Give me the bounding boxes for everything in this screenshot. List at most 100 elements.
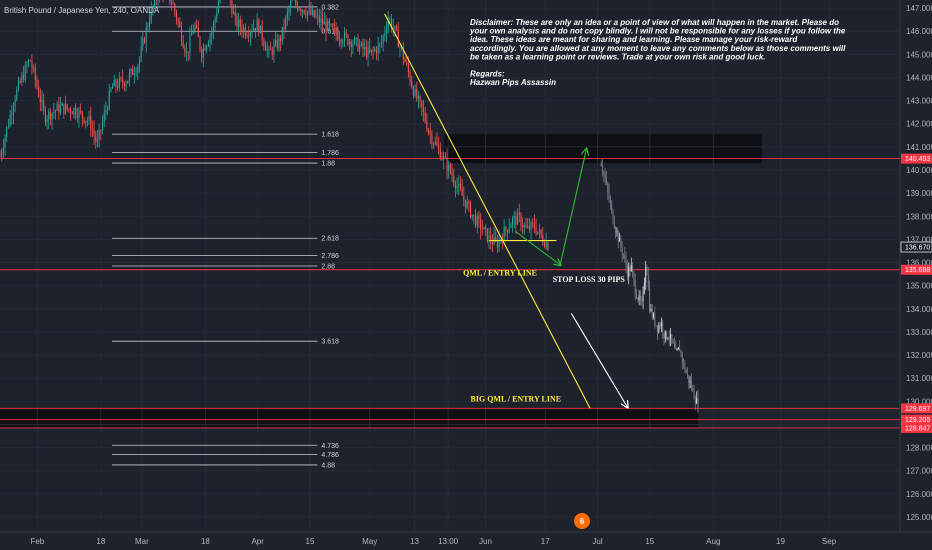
candle-up xyxy=(214,18,216,24)
candle-up xyxy=(619,238,621,242)
price-tag-box xyxy=(900,241,932,253)
candle-down xyxy=(518,212,520,215)
candle-down xyxy=(201,49,203,58)
candle-up xyxy=(642,292,644,302)
candle-down xyxy=(412,87,414,96)
candle-up xyxy=(133,73,135,75)
candle-down xyxy=(655,324,657,326)
disclaimer-line: your own analysis and do not copy blindl… xyxy=(469,27,846,36)
candle-up xyxy=(352,43,354,48)
candle-down xyxy=(427,129,430,133)
disclaimer-line: be taken as a learning point or reviews.… xyxy=(470,52,765,61)
candle-down xyxy=(697,398,699,411)
candle-down xyxy=(411,81,413,88)
candle-down xyxy=(93,130,95,136)
candle-down xyxy=(620,238,622,248)
candle-up xyxy=(434,141,436,144)
candle-down xyxy=(468,201,470,203)
candle-up xyxy=(510,224,512,228)
candle-down xyxy=(43,100,45,110)
candle-up xyxy=(1,152,3,157)
candle-up xyxy=(256,19,258,31)
candle-down xyxy=(603,171,605,175)
candle-up xyxy=(471,214,473,218)
candle-up xyxy=(374,49,376,51)
candle-up xyxy=(251,31,253,33)
candle-up xyxy=(152,6,154,9)
y-tick-label: 125.000 xyxy=(906,513,932,522)
candle-down xyxy=(505,227,507,231)
arrow-line[interactable] xyxy=(559,149,586,265)
candle-down xyxy=(659,325,661,327)
candle-down xyxy=(143,38,146,43)
candle-down xyxy=(239,19,241,28)
candle-up xyxy=(266,49,268,51)
y-tick-label: 128.000 xyxy=(906,444,932,453)
candle-down xyxy=(117,86,119,88)
trend-line[interactable] xyxy=(384,13,591,409)
candle-up xyxy=(110,88,112,91)
arrow-line[interactable] xyxy=(515,230,560,265)
fib-label: 4.736 xyxy=(321,443,339,450)
candle-down xyxy=(271,50,273,55)
candle-up xyxy=(448,164,450,171)
candle-up xyxy=(78,110,80,119)
candle-down xyxy=(694,398,696,404)
candle-up xyxy=(443,156,445,160)
candle-down xyxy=(49,111,51,120)
candle-down xyxy=(461,189,463,196)
trend-lines[interactable] xyxy=(384,13,628,409)
candle-down xyxy=(375,49,377,54)
disclaimer-line: Hazwan Pips Assassin xyxy=(470,78,556,87)
candle-up xyxy=(48,111,50,120)
y-tick-label: 137.000 xyxy=(906,235,932,244)
candle-up xyxy=(392,28,394,30)
candle-up xyxy=(64,104,67,114)
candle-down xyxy=(611,203,613,210)
projection-candles xyxy=(600,159,699,413)
candle-up xyxy=(458,184,460,187)
x-tick-label: Jul xyxy=(592,537,602,546)
candle-up xyxy=(537,231,539,234)
candle-up xyxy=(370,49,372,53)
y-tick-label: 147.000 xyxy=(906,4,932,13)
tradingview-logo[interactable]: 6 xyxy=(574,513,590,529)
candle-up xyxy=(394,26,396,29)
candle-down xyxy=(543,242,546,247)
candle-down xyxy=(421,100,423,108)
fib-label: 3.618 xyxy=(321,339,339,346)
time-axis-panel[interactable] xyxy=(0,532,932,550)
price-axis-panel[interactable] xyxy=(900,0,932,550)
candle-down xyxy=(438,145,440,149)
fib-extension[interactable]: 0.382 0.618 1.618 1.786 1.88 2.618 2.786 2.88 3.… xyxy=(112,4,339,469)
candle-down xyxy=(66,104,68,109)
candle-up xyxy=(98,130,100,140)
candle-down xyxy=(436,141,438,146)
candle-up xyxy=(360,42,362,46)
candle-down xyxy=(424,112,426,122)
fib-label: 1.618 xyxy=(321,132,339,139)
horizontal-lines[interactable] xyxy=(0,158,900,429)
candle-down xyxy=(681,352,683,362)
candle-down xyxy=(649,287,651,312)
candle-up xyxy=(259,25,262,34)
candle-up xyxy=(103,112,105,123)
arrow-line[interactable] xyxy=(570,313,627,407)
candle-down xyxy=(95,135,97,142)
candle-up xyxy=(312,10,314,15)
candle-down xyxy=(431,134,433,144)
x-tick-label: 18 xyxy=(201,537,210,546)
candle-up xyxy=(508,227,510,233)
candle-down xyxy=(345,32,347,36)
candle-up xyxy=(503,227,505,242)
candle-down xyxy=(322,18,324,25)
candle-down xyxy=(80,110,82,112)
candle-down xyxy=(276,40,278,49)
candle-up xyxy=(660,322,662,327)
candle-down xyxy=(180,26,183,42)
candle-up xyxy=(107,109,109,111)
candle-up xyxy=(11,114,13,116)
candle-down xyxy=(600,163,602,167)
candle-down xyxy=(496,240,498,248)
